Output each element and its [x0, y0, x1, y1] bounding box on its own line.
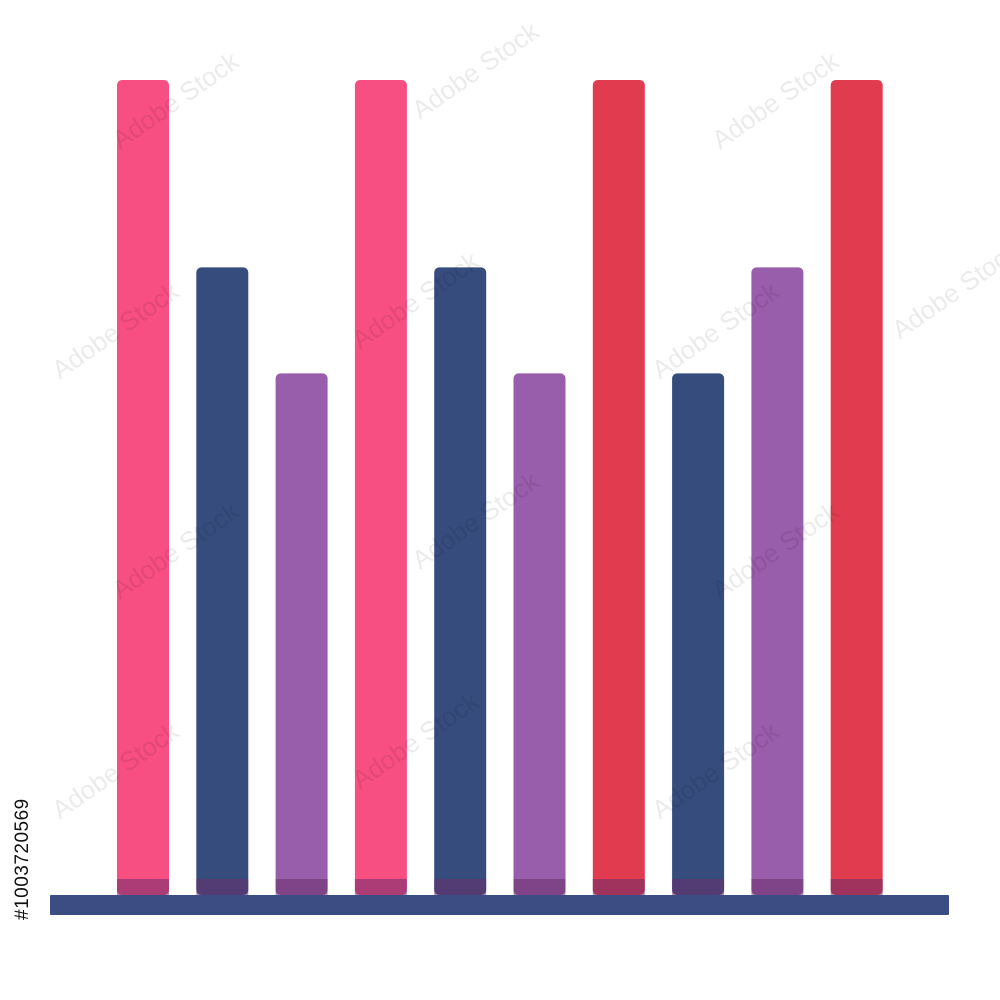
bar-4-base-shadow [354, 879, 407, 895]
watermark-text: Adobe Stock [886, 235, 1000, 345]
watermark-text: Adobe Stock [406, 15, 545, 125]
bar-10-base-shadow [830, 879, 883, 895]
bar-8-base-shadow [672, 879, 725, 895]
bar-10 [830, 80, 883, 895]
bar-2 [196, 267, 249, 895]
bar-1 [117, 80, 169, 895]
watermark-text: Adobe Stock [706, 45, 845, 155]
bar-8 [672, 373, 725, 895]
bar-2-base-shadow [196, 879, 249, 895]
baseline-bar [50, 895, 949, 915]
bar-7 [592, 80, 645, 895]
bar-9-base-shadow [751, 879, 804, 895]
stock-id-label: #1003720569 [12, 798, 33, 920]
bars-group [117, 80, 883, 895]
bar-5 [434, 267, 487, 895]
bar-6 [513, 373, 566, 895]
bar-3-base-shadow [275, 879, 328, 895]
bar-4 [354, 80, 407, 895]
bar-3 [275, 373, 328, 895]
bar-5-base-shadow [434, 879, 487, 895]
bar-6-base-shadow [513, 879, 566, 895]
bar-7-base-shadow [592, 879, 645, 895]
bar-1-base-shadow [117, 879, 169, 895]
bar-9 [751, 267, 804, 895]
